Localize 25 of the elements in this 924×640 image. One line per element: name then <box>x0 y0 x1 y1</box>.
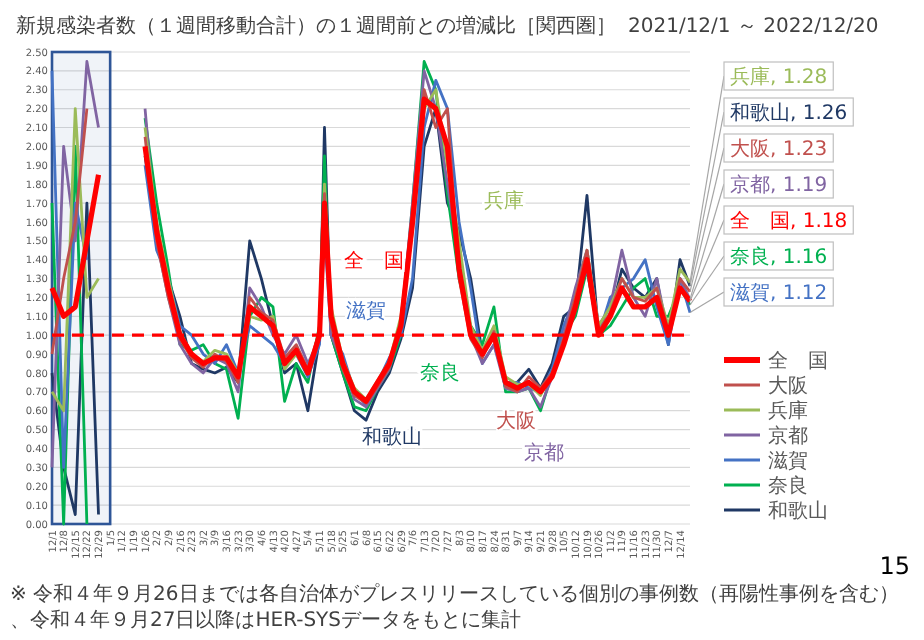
data-label: 滋賀, 1.12 <box>730 281 828 305</box>
legend-label: 京都 <box>768 424 808 448</box>
data-label: 京都, 1.19 <box>730 173 828 197</box>
data-label: 全 国, 1.18 <box>730 209 848 233</box>
legend-label: 大阪 <box>768 374 808 398</box>
annotation: 奈良 <box>420 361 460 385</box>
annotation: 兵庫 <box>484 189 524 213</box>
annotation: 大阪 <box>496 409 536 433</box>
annotation: 京都 <box>524 441 564 465</box>
annotation: 和歌山 <box>362 425 422 449</box>
data-label: 兵庫, 1.28 <box>730 65 828 89</box>
legend-label: 兵庫 <box>768 399 808 423</box>
annotation: 全 国 <box>344 249 404 273</box>
annotation: 滋賀 <box>346 299 386 323</box>
legend-label: 全 国 <box>768 349 828 373</box>
text: 2021/12/1 ～ 2022/12/20 <box>628 16 879 38</box>
data-label: 和歌山, 1.26 <box>730 101 848 125</box>
legend-label: 滋賀 <box>768 449 808 473</box>
data-label: 奈良, 1.16 <box>730 245 828 269</box>
text: 15 <box>879 552 910 580</box>
text: ※ 令和４年９月26日までは各自治体がプレスリリースしている個別の事例数（再陽性事例を含む）、令和４年９月27日以降はHER-SYSデータをもとに集計 <box>10 582 899 632</box>
data-label: 大阪, 1.23 <box>730 137 828 161</box>
legend-label: 奈良 <box>768 474 808 498</box>
chart-title: 新規感染者数（１週間移動合計）の１週間前との増減比［関西圏］ <box>16 14 616 38</box>
legend-label: 和歌山 <box>768 499 828 523</box>
